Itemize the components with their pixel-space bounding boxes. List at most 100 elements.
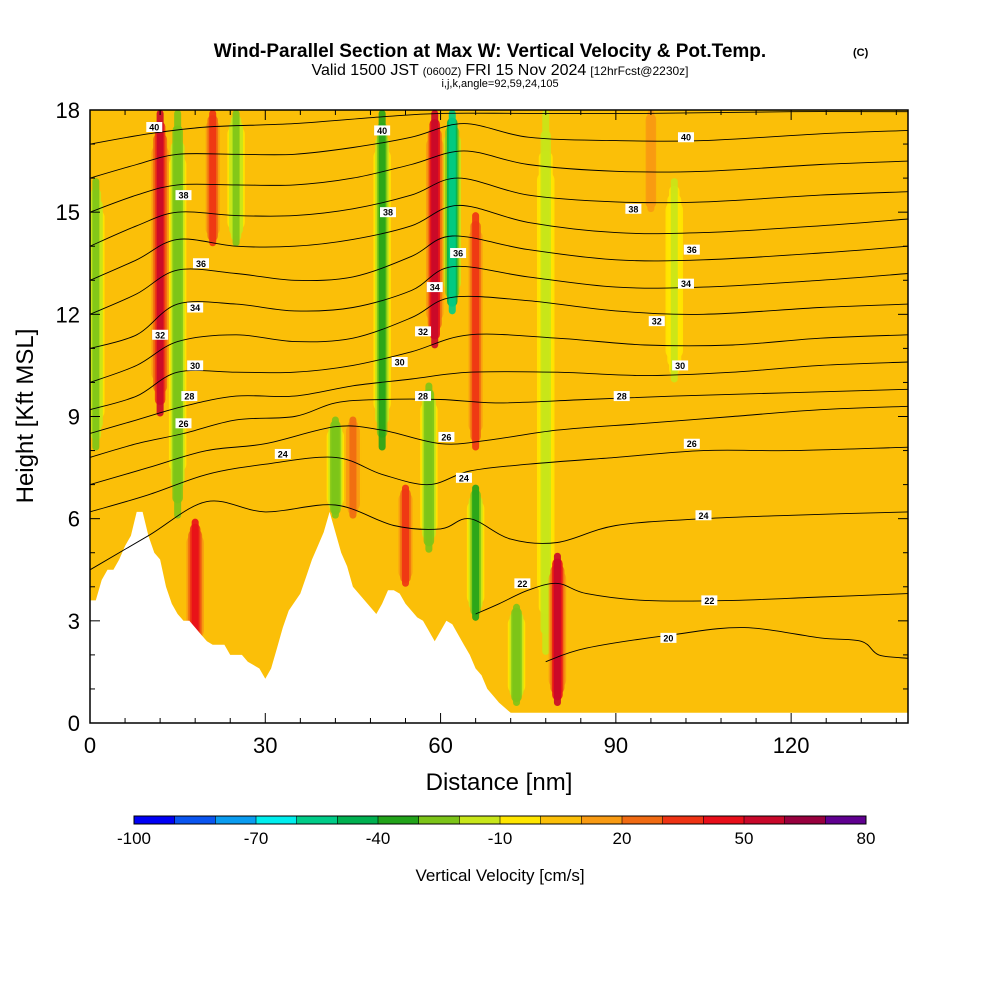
colorbar-swatch (459, 816, 501, 824)
updraft-plume-5 (425, 110, 444, 349)
subtitle-valid: Valid 1500 JST (311, 62, 419, 79)
colorbar-swatch (256, 816, 298, 824)
colorbar-swatch (337, 816, 379, 824)
terrain (90, 511, 908, 723)
x-tick-label: 90 (604, 733, 628, 758)
colorbar-label: Vertical Velocity [cm/s] (415, 866, 584, 885)
x-axis-label: Distance [nm] (426, 769, 573, 796)
colorbar-swatch (744, 816, 786, 824)
contour-label: 32 (155, 330, 165, 340)
contour-label-bg (146, 122, 163, 133)
subtitle-forecast: [12hrFcst@2230z] (590, 64, 688, 78)
contour-label: 30 (190, 361, 200, 371)
contour-label: 34 (681, 279, 691, 289)
isentrope-48 (90, 123, 908, 179)
contour-label-bg (648, 316, 665, 327)
contour-label-bg (625, 203, 642, 214)
colorbar-swatch (418, 816, 460, 824)
contour-label: 22 (704, 596, 714, 606)
downdraft-plume-9 (536, 110, 555, 655)
colorbar: -100 -70 -40 -10 20 50 80 (117, 815, 875, 848)
colorbar-tick-label: -10 (488, 829, 513, 848)
contour-label-bg (695, 510, 712, 521)
colorbar-swatch (500, 816, 542, 824)
contour-label: 24 (459, 473, 469, 483)
contour-label-bg (677, 278, 694, 289)
contour-label: 38 (383, 208, 393, 218)
colorbar-tick-label: 20 (613, 829, 632, 848)
downdraft-plume-8 (507, 603, 526, 706)
isentrope-34 (90, 333, 908, 411)
updraft-plume-7 (548, 552, 567, 706)
contour-label: 30 (395, 358, 405, 368)
contour-label-bg (193, 258, 210, 269)
colorbar-swatch (703, 816, 745, 824)
x-tick-label: 30 (253, 733, 277, 758)
contour-label-bg (438, 431, 455, 442)
contour-label-bg (683, 244, 700, 255)
x-tick-label: 0 (84, 733, 96, 758)
contour-label-bg (379, 207, 396, 218)
updraft-plume-8 (642, 110, 660, 213)
isentrope-42 (90, 204, 908, 281)
colorbar-swatch (540, 816, 582, 824)
isentrope-32 (90, 361, 908, 434)
updraft-plume-3 (344, 416, 362, 519)
copyright-mark: (C) (853, 47, 869, 59)
contour-label-bg (677, 132, 694, 143)
y-axis-label: Height [Kft MSL] (12, 329, 39, 504)
isentropes (90, 111, 908, 663)
contour-label: 34 (190, 303, 200, 313)
contour-label-bg (187, 360, 204, 371)
updraft-plume-1 (186, 518, 204, 655)
terrain-mask (90, 511, 908, 723)
contour-label-bg (152, 329, 169, 340)
colorbar-tick-label: -70 (244, 829, 269, 848)
contour-label-bg (415, 391, 432, 402)
downdraft-plume-1 (168, 110, 187, 519)
isentrope-46 (90, 150, 908, 213)
contour-label: 38 (628, 204, 638, 214)
downdraft-plume-5 (420, 382, 438, 553)
isentrope-38 (90, 265, 908, 349)
contour-label-bg (181, 391, 198, 402)
updraft-plume-6 (466, 212, 485, 451)
contour-label: 32 (652, 317, 662, 327)
contour-label: 28 (418, 392, 428, 402)
contour-label: 38 (178, 191, 188, 201)
colorbar-swatch (134, 816, 176, 824)
contour-label-bg (514, 578, 531, 589)
subtitle-date: FRI 15 Nov 2024 (465, 62, 586, 79)
contour-label-bg (683, 438, 700, 449)
downdraft-plume-7 (466, 484, 485, 621)
contour-label: 40 (149, 123, 159, 133)
contour-label: 40 (681, 133, 691, 143)
contour-label: 28 (184, 392, 194, 402)
contour-label-bg (391, 357, 408, 368)
contour-label: 24 (698, 511, 708, 521)
y-tick-label: 15 (56, 200, 80, 225)
colorbar-swatch (622, 816, 664, 824)
contour-label: 36 (687, 245, 697, 255)
chart-subtitle-indices: i,j,k,angle=92,59,24,105 (441, 78, 558, 90)
colorbar-tick-label: 50 (735, 829, 754, 848)
colorbar-swatch (296, 816, 338, 824)
contour-label: 26 (178, 419, 188, 429)
subtitle-utc: (0600Z) (423, 66, 462, 78)
y-tick-label: 3 (68, 609, 80, 634)
colorbar-swatch (662, 816, 704, 824)
isentrope-30 (90, 388, 908, 458)
isentrope-26 (90, 446, 908, 513)
contour-label: 30 (675, 361, 685, 371)
contour-label-bg (660, 632, 677, 643)
field-background (90, 110, 908, 723)
contour-label: 26 (441, 432, 451, 442)
contour-label-bg (415, 326, 432, 337)
y-tick-label: 12 (56, 302, 80, 327)
colorbar-tick-label: -100 (117, 829, 151, 848)
contour-label: 34 (430, 283, 440, 293)
contour-label: 28 (617, 392, 627, 402)
updraft-plume-4 (396, 484, 415, 587)
